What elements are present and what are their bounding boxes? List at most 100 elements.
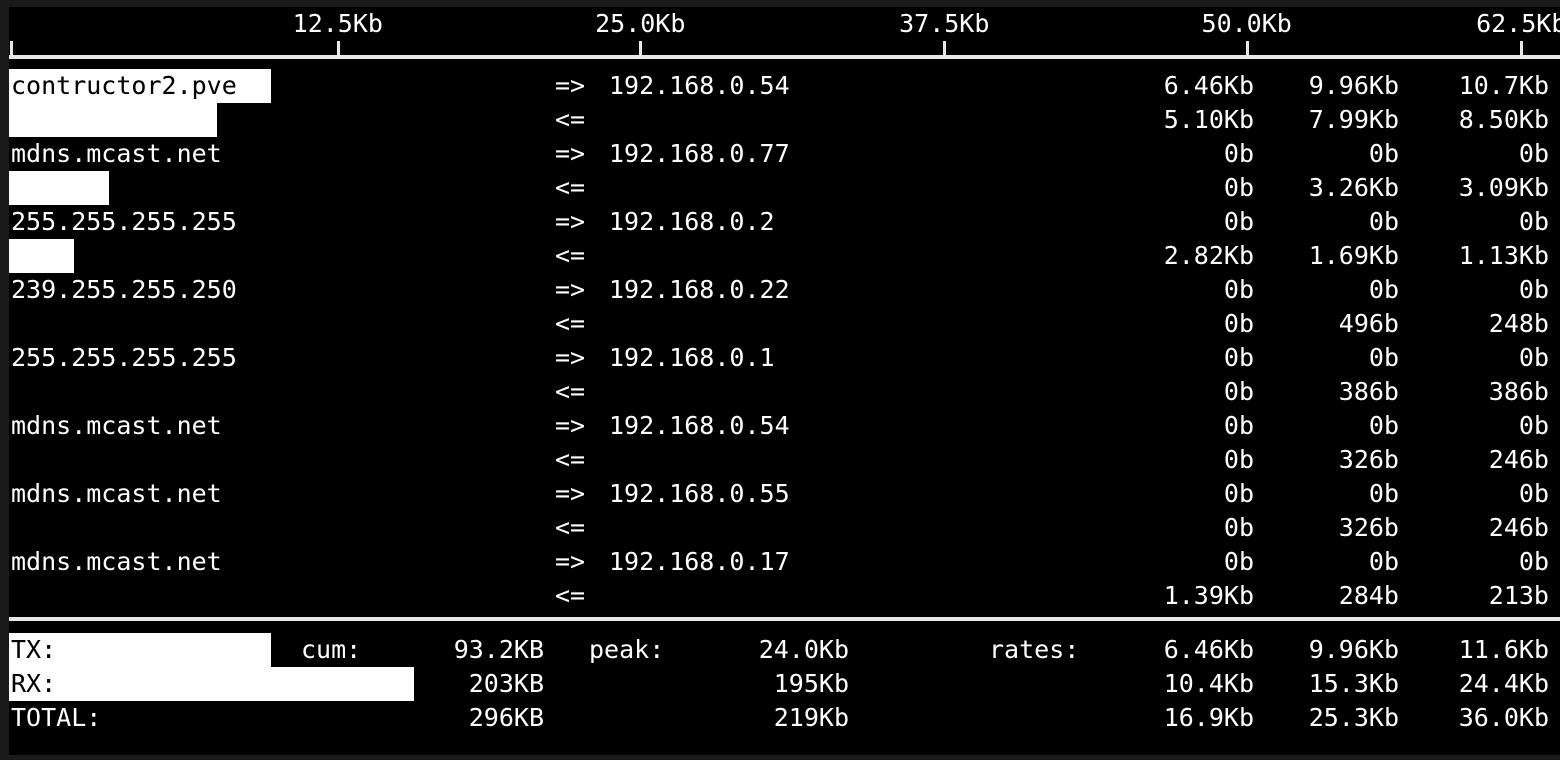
source-host: 255.255.255.255 — [11, 343, 237, 372]
cumulative-value: 296KB — [468, 703, 544, 732]
scale-tick-mark — [336, 41, 340, 56]
summary-rate-value: 16.9Kb — [1163, 703, 1254, 732]
destination-host: 192.168.0.17 — [609, 547, 790, 576]
rx-rate-value: 246b — [1488, 445, 1549, 474]
cumulative-value: 203KB — [468, 669, 544, 698]
connection-rx-line: <= 0b 3.26Kb 3.09Kb — [9, 171, 1560, 205]
connection-tx-line: contructor2.pve => 192.168.0.54 6.46Kb 9.96K… — [9, 69, 1560, 103]
tx-rate-value: 0b — [1223, 343, 1254, 372]
tx-rate-value: 9.96Kb — [1308, 71, 1399, 100]
peak-value: 195Kb — [773, 669, 849, 698]
source-host: mdns.mcast.net — [11, 547, 222, 576]
rx-rate-value: 326b — [1338, 513, 1399, 542]
rx-rate-value: 7.99Kb — [1308, 105, 1399, 134]
cumulative-value: 93.2KB — [453, 635, 544, 664]
rx-rate-value: 284b — [1338, 581, 1399, 610]
scale-tick-mark — [1245, 41, 1249, 56]
summary-rate-value: 25.3Kb — [1308, 703, 1399, 732]
rx-direction-arrow-icon: <= — [555, 513, 586, 542]
rx-rate-value: 3.26Kb — [1308, 173, 1399, 202]
tx-rate-value: 0b — [1368, 207, 1399, 236]
connection-rx-line: <= 0b 326b 246b — [9, 511, 1560, 545]
destination-host: 192.168.0.2 — [609, 207, 775, 236]
rx-rate-value: 386b — [1338, 377, 1399, 406]
rx-bandwidth-bar — [9, 239, 74, 273]
connection-list: contructor2.pve => 192.168.0.54 6.46Kb 9.96K… — [9, 69, 1560, 614]
connection-row[interactable]: mdns.mcast.net => 192.168.0.55 0b 0b 0b <= 0b 32… — [9, 477, 1560, 545]
connection-row[interactable]: 255.255.255.255 => 192.168.0.1 0b 0b 0b <= 0b 38… — [9, 341, 1560, 409]
tx-rate-value: 0b — [1368, 343, 1399, 372]
scale-tick-mark — [639, 41, 643, 56]
peak-value: 219Kb — [773, 703, 849, 732]
source-host: mdns.mcast.net — [11, 479, 222, 508]
rx-rate-value: 3.09Kb — [1458, 173, 1549, 202]
connection-rx-line: <= 5.10Kb 7.99Kb 8.50Kb — [9, 103, 1560, 137]
connection-tx-line: mdns.mcast.net => 192.168.0.54 0b 0b 0b — [9, 409, 1560, 443]
tx-rate-value: 10.7Kb — [1458, 71, 1549, 100]
scale-tick-label: 12.5Kb — [292, 9, 383, 38]
summary-rate-value: 6.46Kb — [1163, 635, 1254, 664]
connection-row[interactable]: 239.255.255.250 => 192.168.0.22 0b 0b 0b <= 0b 4… — [9, 273, 1560, 341]
rx-direction-arrow-icon: <= — [555, 173, 586, 202]
destination-host: 192.168.0.1 — [609, 343, 775, 372]
tx-bandwidth-bar — [9, 69, 271, 103]
rx-rate-value: 1.13Kb — [1458, 241, 1549, 270]
rx-rate-value: 0b — [1223, 309, 1254, 338]
summary-row: TOTAL: 296KB 219Kb 16.9Kb 25.3Kb 36.0Kb — [9, 701, 1560, 735]
summary-row-label: TX: — [11, 635, 57, 664]
summary-rate-value: 9.96Kb — [1308, 635, 1399, 664]
summary-rate-value: 10.4Kb — [1163, 669, 1254, 698]
rx-direction-arrow-icon: <= — [555, 241, 586, 270]
connection-row[interactable]: 255.255.255.255 => 192.168.0.2 0b 0b 0b <= 2.82… — [9, 205, 1560, 273]
rx-rate-value: 0b — [1223, 173, 1254, 202]
connection-row[interactable]: contructor2.pve => 192.168.0.54 6.46Kb 9.96K… — [9, 69, 1560, 137]
footer-separator — [9, 617, 1560, 621]
scale-tick-label: 62.5Kb — [1476, 9, 1560, 38]
rx-rate-value: 0b — [1223, 377, 1254, 406]
rx-direction-arrow-icon: <= — [555, 309, 586, 338]
tx-direction-arrow-icon: => — [555, 479, 586, 508]
rx-rate-value: 248b — [1488, 309, 1549, 338]
connection-rx-line: <= 2.82Kb 1.69Kb 1.13Kb — [9, 239, 1560, 273]
rx-rate-value: 213b — [1488, 581, 1549, 610]
tx-rate-value: 0b — [1518, 479, 1549, 508]
source-host: mdns.mcast.net — [11, 139, 222, 168]
connection-row[interactable]: mdns.mcast.net => 192.168.0.54 0b 0b 0b <= 0b 32… — [9, 409, 1560, 477]
tx-direction-arrow-icon: => — [555, 275, 586, 304]
tx-direction-arrow-icon: => — [555, 411, 586, 440]
tx-rate-value: 0b — [1223, 275, 1254, 304]
axis-baseline — [9, 55, 1560, 59]
rx-direction-arrow-icon: <= — [555, 377, 586, 406]
summary-footer: TX: cum: peak: rates: 93.2KB 24.0Kb 6.46Kb 9.96… — [9, 633, 1560, 735]
connection-row[interactable]: mdns.mcast.net => 192.168.0.77 0b 0b 0b <= 0b 3.… — [9, 137, 1560, 205]
rx-direction-arrow-icon: <= — [555, 581, 586, 610]
summary-row: RX: 203KB 195Kb 10.4Kb 15.3Kb 24.4Kb — [9, 667, 1560, 701]
connection-tx-line: mdns.mcast.net => 192.168.0.77 0b 0b 0b — [9, 137, 1560, 171]
rx-direction-arrow-icon: <= — [555, 105, 586, 134]
tx-rate-value: 0b — [1518, 547, 1549, 576]
destination-host: 192.168.0.54 — [609, 411, 790, 440]
summary-row: TX: cum: peak: rates: 93.2KB 24.0Kb 6.46Kb 9.96… — [9, 633, 1560, 667]
rx-rate-value: 0b — [1223, 513, 1254, 542]
cumulative-label: cum: — [301, 635, 362, 664]
connection-tx-line: mdns.mcast.net => 192.168.0.55 0b 0b 0b — [9, 477, 1560, 511]
scale-tick-mark — [1520, 41, 1524, 56]
peak-value: 24.0Kb — [758, 635, 849, 664]
connection-row[interactable]: mdns.mcast.net => 192.168.0.17 0b 0b 0b <= 1.39… — [9, 545, 1560, 613]
destination-host: 192.168.0.77 — [609, 139, 790, 168]
scale-tick-mark — [943, 41, 947, 56]
tx-rate-value: 0b — [1223, 207, 1254, 236]
scale-tick-label: 50.0Kb — [1201, 9, 1292, 38]
destination-host: 192.168.0.55 — [609, 479, 790, 508]
tx-rate-value: 0b — [1368, 139, 1399, 168]
source-host: 239.255.255.250 — [11, 275, 237, 304]
tx-rate-value: 0b — [1223, 479, 1254, 508]
tx-rate-value: 0b — [1223, 547, 1254, 576]
tx-rate-value: 0b — [1518, 343, 1549, 372]
tx-direction-arrow-icon: => — [555, 207, 586, 236]
tx-rate-value: 0b — [1368, 547, 1399, 576]
tx-direction-arrow-icon: => — [555, 139, 586, 168]
tx-direction-arrow-icon: => — [555, 343, 586, 372]
tx-rate-value: 0b — [1223, 139, 1254, 168]
scale-tick-label: 37.5Kb — [899, 9, 990, 38]
